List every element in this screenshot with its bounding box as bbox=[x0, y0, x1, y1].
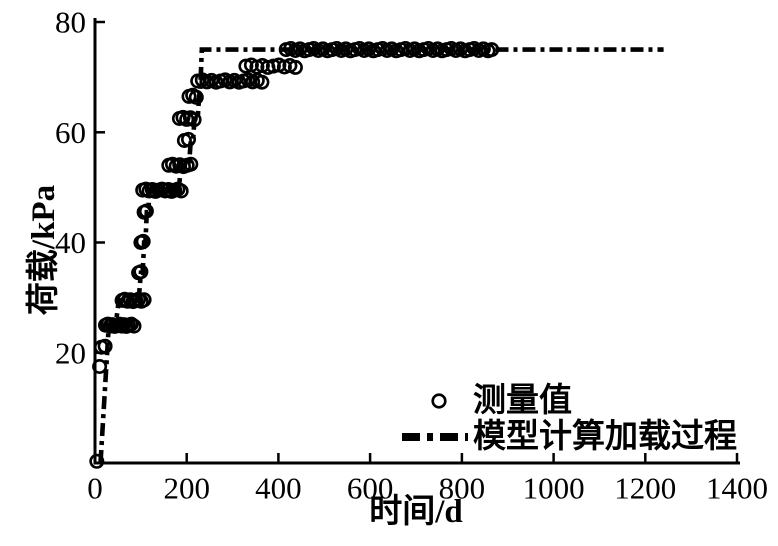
x-tick-label: 400 bbox=[255, 471, 302, 506]
legend-label-model: 模型计算加载过程 bbox=[473, 417, 737, 455]
measured-point bbox=[126, 318, 142, 334]
measured-point bbox=[89, 453, 105, 469]
legend-label-measured: 测量值 bbox=[473, 382, 572, 419]
y-tick-label: 60 bbox=[55, 115, 86, 150]
x-tick-label: 600 bbox=[347, 471, 394, 506]
x-tick-label: 200 bbox=[163, 471, 210, 506]
legend-open-circle-marker-icon bbox=[431, 393, 447, 409]
y-axis-title: 荷载/kPa bbox=[25, 185, 62, 315]
measured-point bbox=[133, 264, 149, 280]
measured-point bbox=[135, 233, 151, 249]
measured-point bbox=[484, 42, 500, 58]
measured-points-series bbox=[89, 40, 500, 469]
measured-point bbox=[138, 203, 154, 219]
measured-point bbox=[183, 156, 199, 172]
measured-point bbox=[97, 338, 113, 354]
measured-point bbox=[186, 112, 202, 128]
y-tick-label: 40 bbox=[55, 225, 86, 260]
measured-point bbox=[173, 183, 189, 199]
measured-point bbox=[265, 58, 281, 74]
x-tick-label: 1000 bbox=[523, 471, 585, 506]
measured-point bbox=[181, 131, 197, 147]
legend bbox=[402, 393, 468, 441]
measured-point bbox=[238, 58, 254, 74]
measured-point bbox=[188, 89, 204, 105]
measured-point bbox=[92, 358, 108, 374]
x-tick-label: 0 bbox=[87, 471, 103, 506]
x-tick-label: 800 bbox=[439, 471, 486, 506]
y-tick-label: 80 bbox=[55, 5, 86, 40]
x-tick-label: 1400 bbox=[706, 471, 768, 506]
x-axis-title: 时间/d bbox=[369, 493, 463, 530]
x-tick-label: 1200 bbox=[614, 471, 676, 506]
measured-point bbox=[254, 74, 270, 90]
measured-point bbox=[287, 59, 303, 75]
y-tick-label: 20 bbox=[55, 335, 86, 370]
measured-point bbox=[136, 292, 152, 308]
